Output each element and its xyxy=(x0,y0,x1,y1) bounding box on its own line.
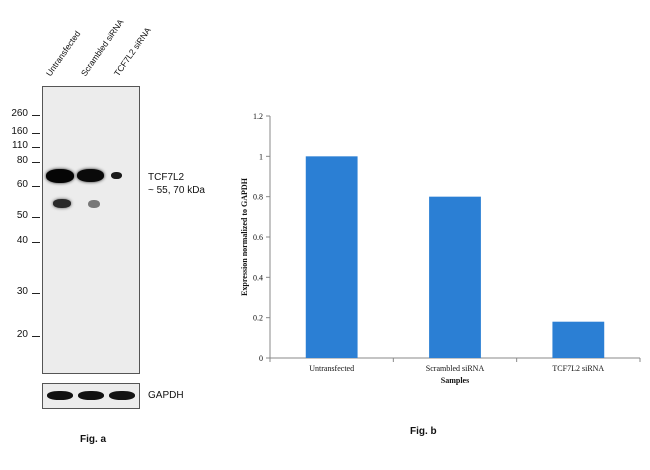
y-tick-label: 0.4 xyxy=(253,273,263,282)
figure-a-label: Fig. a xyxy=(80,434,107,445)
band-55kda-lane2 xyxy=(88,200,100,208)
y-tick-label: 1.2 xyxy=(253,112,263,121)
mw-tick xyxy=(32,133,40,134)
figure-b-label: Fig. b xyxy=(410,426,437,437)
y-tick-label: 0.8 xyxy=(253,193,263,202)
gapdh-band-lane1 xyxy=(47,391,73,400)
mw-marker-label: 30 xyxy=(16,286,28,297)
gapdh-blot xyxy=(42,383,140,409)
y-tick-label: 0.2 xyxy=(253,314,263,323)
band-70kda-lane2 xyxy=(77,169,104,182)
mw-marker-label: 260 xyxy=(11,108,28,119)
mw-marker-label: 60 xyxy=(16,179,28,190)
mw-marker-label: 50 xyxy=(16,210,28,221)
bar xyxy=(305,156,358,358)
blot-membrane xyxy=(42,86,140,374)
gapdh-band-lane2 xyxy=(78,391,104,400)
mw-tick xyxy=(32,147,40,148)
x-tick-label: TCF7L2 siRNA xyxy=(552,364,604,373)
bar xyxy=(429,196,481,358)
band-70kda-lane3 xyxy=(111,172,122,179)
x-tick-label: Scrambled siRNA xyxy=(426,364,485,373)
loading-control-label: GAPDH xyxy=(148,390,184,401)
mw-tick xyxy=(32,336,40,337)
mw-marker-label: 160 xyxy=(11,126,28,137)
mw-tick xyxy=(32,162,40,163)
mw-marker-label: 20 xyxy=(16,329,28,340)
mw-marker-label: 40 xyxy=(16,235,28,246)
mw-tick xyxy=(32,217,40,218)
y-tick-label: 1 xyxy=(259,152,263,161)
y-tick-label: 0.6 xyxy=(253,233,263,242)
band-70kda-lane1 xyxy=(46,169,74,183)
y-axis-title: Expression normalized to GAPDH xyxy=(240,177,249,296)
gapdh-band-lane3 xyxy=(109,391,135,400)
x-axis-title: Samples xyxy=(441,376,469,385)
mw-tick xyxy=(32,186,40,187)
mw-tick xyxy=(32,293,40,294)
mw-tick xyxy=(32,115,40,116)
target-protein-label: TCF7L2 xyxy=(148,172,185,183)
bar-chart: 0 0.2 0.4 0.6 0.8 1 1.2 Untransfected Scrambled … xyxy=(240,112,641,385)
mw-marker-label: 110 xyxy=(12,140,28,151)
mw-marker-label: 80 xyxy=(16,155,28,166)
x-tick-label: Untransfected xyxy=(309,364,354,373)
target-size-label: ~ 55, 70 kDa xyxy=(148,185,205,196)
lane-label: Untransfected xyxy=(43,28,83,78)
y-tick-label: 0 xyxy=(259,354,263,363)
band-55kda-lane1 xyxy=(53,199,71,208)
bar xyxy=(552,321,605,358)
mw-tick xyxy=(32,242,40,243)
